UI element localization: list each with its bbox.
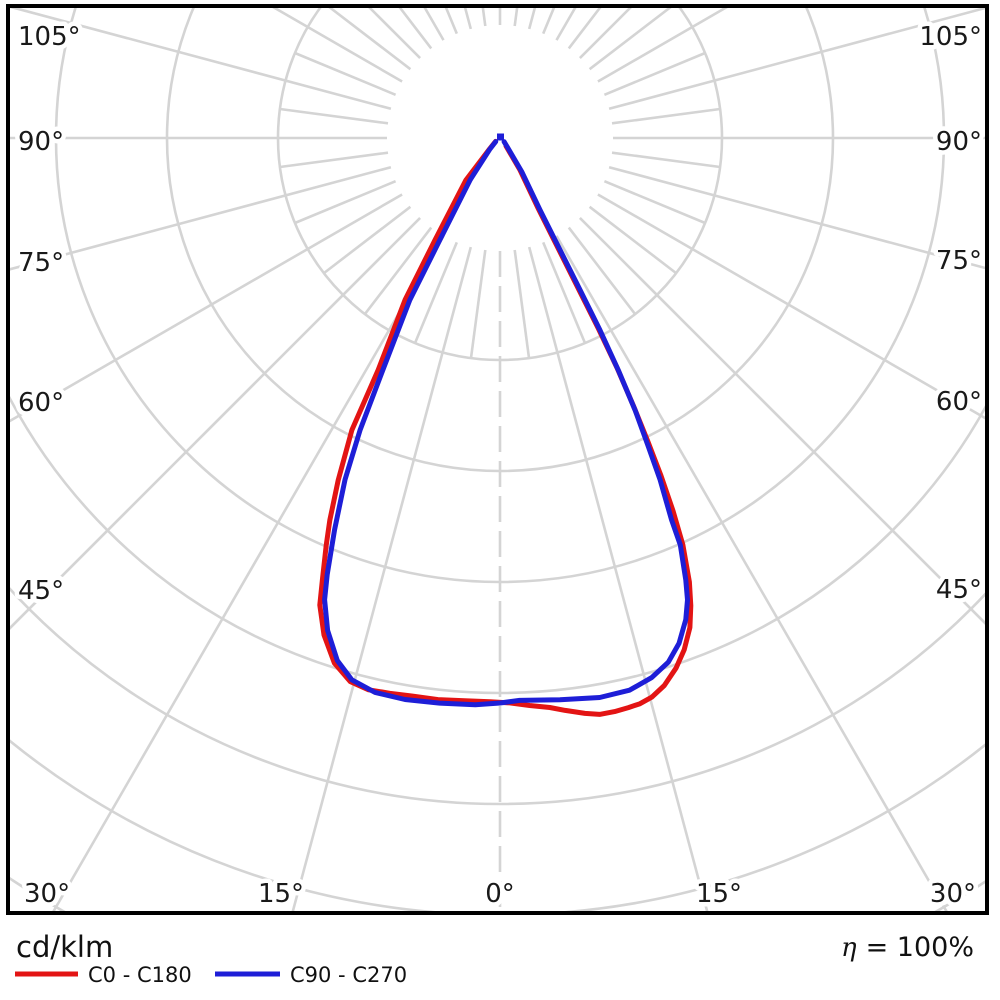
grid-ray-major [597,193,985,420]
grid-ring [10,586,985,806]
grid-ray-minor [603,51,706,97]
grid-ray-minor [323,205,412,275]
angle-label: 90° [18,127,64,157]
grid-ray-minor [611,107,721,125]
grid-ray-major [555,235,948,911]
grid-ray-major [291,246,473,911]
grid-ray-minor [413,241,459,344]
grid-ray-major [10,193,403,423]
legend-label-c0: C0 - C180 [88,963,192,987]
grid-ray-minor [328,8,412,71]
efficiency-label: η = 100% [841,932,974,963]
grid-ray-minor [279,151,389,169]
grid-ray-major [578,216,985,625]
grid-ray-major [10,165,392,271]
grid-ray-minor [541,8,556,35]
grid-ray-minor [481,8,487,27]
grid-ray-major [10,8,392,111]
grid-ray-minor [513,249,531,359]
angle-label: 45° [18,576,64,606]
curve-c0-c180 [317,138,694,717]
eta-symbol: η [841,933,857,963]
grid-ray-minor [469,249,487,359]
grid-ray-minor [398,8,433,50]
angle-label: 75° [18,248,64,278]
angle-label: 60° [936,387,982,417]
grid-ray-major [608,165,985,270]
grid-ray-minor [513,8,519,27]
angle-label: 0° [485,879,515,909]
grid-ray-major [608,8,985,111]
angle-label: 60° [18,388,64,418]
curve-c90-c270 [322,139,690,708]
grid-ray-minor [363,226,433,315]
curve-apex-marker [497,133,504,141]
grid-ray-minor [279,107,389,125]
angle-label: 15° [258,879,304,909]
grid-ray-minor [444,8,459,35]
angle-label: 15° [696,879,742,909]
grid-ray-minor [603,179,706,225]
angle-label: 75° [936,246,982,276]
unit-label: cd/klm [16,930,113,964]
grid-ray-minor [588,8,672,71]
angle-label: 105° [919,22,982,52]
grid-ray-minor [611,151,721,169]
legend-label-c90: C90 - C270 [290,963,407,987]
grid-ray-minor [541,241,587,344]
angle-label: 90° [936,127,982,157]
grid-ray-minor [567,8,602,50]
grid-ray-minor [588,205,677,275]
grid-ray-major [10,216,422,630]
grid-ray-major [527,246,709,911]
footer: cd/klm C0 - C180 C90 - C270 η = 100% [15,930,974,987]
angle-label: 30° [930,879,976,909]
eta-value: = 100% [866,932,974,963]
angle-axis-labels: 105° 90° 75° 60° 45° 105° 90° 75° 60° 45° 30° 15° 0°… [14,18,987,914]
angle-label: 105° [18,22,81,52]
plot-border [6,4,989,915]
grid-ray-minor [294,51,397,97]
angle-label: 30° [24,879,70,909]
grid-ray-major [52,235,445,911]
grid-ray-minor [294,179,397,225]
intensity-curves [317,133,694,717]
grid-ray-minor [567,226,637,315]
angle-label: 45° [936,575,982,605]
